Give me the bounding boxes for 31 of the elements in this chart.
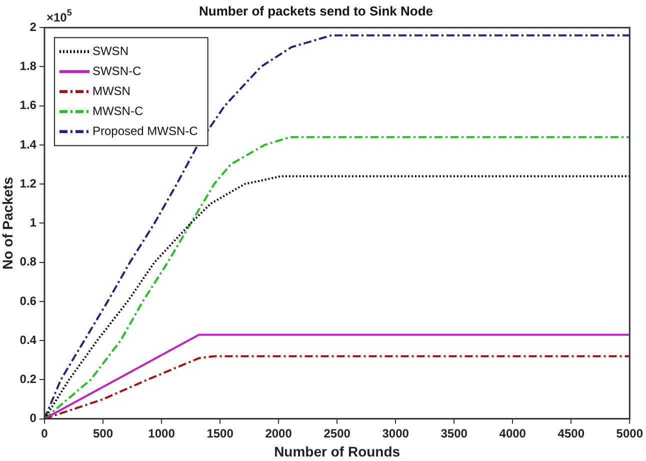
line-series [44,34,630,419]
x-axis-title: Number of Rounds [274,443,400,460]
x-tick-label: 1500 [206,426,234,440]
y-tick-label: 0.6 [20,294,37,308]
y-tick-label: 2 [30,20,37,34]
x-tick-label: 2500 [324,426,351,440]
legend-label: Proposed MWSN-C [92,124,198,138]
x-tick-label: 3500 [440,426,468,440]
y-tick-label: 1.4 [20,137,37,152]
x-tick-label: 5000 [616,426,644,440]
y-tick-label: 1.8 [20,59,37,74]
x-tick-label: 4000 [499,426,526,440]
x-tick-label: 500 [92,426,114,440]
y-axis-title: No of Packets [0,176,16,270]
y-tick-label: 1.6 [20,98,37,112]
y-tick-label: 0.2 [20,372,37,386]
legend-label: SWSN-C [92,64,142,78]
y-tick-label: 1.2 [20,176,37,190]
chart-title: Number of packets send to Sink Node [198,3,434,18]
x-tick-label: 0 [41,426,48,440]
x-tick-label: 4500 [558,426,585,440]
y-tick-label: 0.4 [20,332,37,347]
x-tick-label: 2000 [265,426,292,440]
y-tick-label: 0.8 [20,254,37,269]
y-tick-label: 0 [30,411,37,426]
legend-label: MWSN-C [92,104,144,118]
legend-label: SWSN [92,44,128,58]
legend-label: MWSN [92,84,130,98]
x-tick-label: 1000 [148,426,176,440]
y-tick-label: 1 [30,216,37,230]
x-tick-label: 3000 [382,426,410,440]
